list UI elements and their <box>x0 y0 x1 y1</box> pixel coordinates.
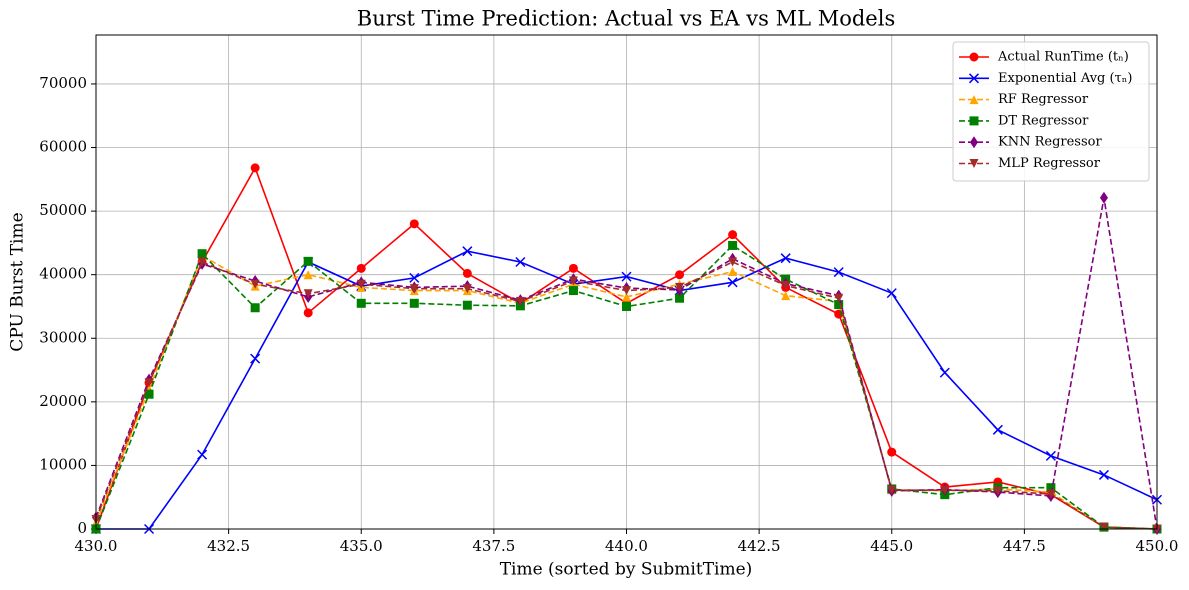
x-tick-label: 445.0 <box>870 537 913 555</box>
marker <box>622 301 631 311</box>
marker <box>781 280 791 290</box>
y-tick-label: 30000 <box>39 328 87 346</box>
marker <box>728 230 738 240</box>
marker <box>250 303 260 313</box>
marker <box>144 389 154 399</box>
marker <box>515 296 525 306</box>
marker <box>939 367 950 378</box>
marker <box>515 256 526 268</box>
marker <box>356 298 366 308</box>
marker <box>568 276 578 286</box>
marker <box>1098 469 1109 480</box>
marker <box>1046 489 1056 499</box>
marker <box>887 447 897 457</box>
marker <box>728 257 738 267</box>
marker <box>568 263 578 273</box>
marker <box>462 300 472 310</box>
plot-frame <box>95 34 1158 530</box>
y-tick-label: 50000 <box>39 201 87 219</box>
marker <box>940 485 950 495</box>
marker <box>833 267 844 278</box>
marker <box>409 219 419 229</box>
y-tick-label: 40000 <box>39 265 87 283</box>
legend-marker <box>969 95 979 105</box>
marker <box>781 291 791 301</box>
marker <box>675 270 685 280</box>
marker <box>1099 191 1108 204</box>
legend-marker <box>968 73 980 84</box>
x-tick-label: 432.5 <box>207 537 250 555</box>
marker <box>356 263 366 273</box>
x-axis-label: Time (sorted by SubmitTime) <box>500 560 753 580</box>
marker <box>409 298 419 308</box>
marker <box>780 253 791 264</box>
marker <box>1046 483 1056 493</box>
marker <box>622 292 631 302</box>
marker <box>356 279 366 289</box>
y-tick-label: 20000 <box>39 392 87 410</box>
y-tick-label: 70000 <box>39 74 87 92</box>
marker <box>727 277 738 288</box>
marker <box>728 267 738 277</box>
marker <box>250 163 260 173</box>
chart-title: Burst Time Prediction: Actual vs EA vs M… <box>357 7 895 31</box>
marker <box>409 272 420 283</box>
y-axis-label: CPU Burst Time <box>8 212 28 351</box>
marker <box>197 257 207 267</box>
marker <box>728 240 738 250</box>
y-tick-label: 10000 <box>39 455 87 473</box>
marker <box>568 286 578 296</box>
legend-label: MLP Regressor <box>998 156 1101 171</box>
marker <box>462 246 473 257</box>
marker <box>197 249 207 259</box>
legend-marker <box>969 116 979 126</box>
legend-box <box>952 41 1150 182</box>
legend-label: DT Regressor <box>998 113 1089 128</box>
marker <box>621 271 632 282</box>
legend-marker <box>969 52 979 62</box>
x-tick-label: 435.0 <box>340 537 383 555</box>
marker <box>1045 450 1056 461</box>
marker <box>1099 522 1109 532</box>
marker <box>834 293 844 303</box>
marker <box>303 270 313 280</box>
marker <box>675 282 685 292</box>
legend-label: KNN Regressor <box>998 135 1102 150</box>
marker <box>993 486 1003 496</box>
marker <box>303 256 313 266</box>
marker <box>622 286 631 296</box>
x-tick-label: 447.5 <box>1003 537 1046 555</box>
marker <box>144 378 154 388</box>
legend-marker <box>969 159 979 168</box>
marker <box>462 284 472 294</box>
marker <box>250 279 260 289</box>
marker <box>887 485 897 495</box>
legend-label: Actual RunTime (tₙ) <box>997 50 1129 65</box>
marker <box>886 288 897 299</box>
marker <box>462 268 472 278</box>
marker <box>992 424 1003 435</box>
marker <box>250 353 261 364</box>
y-tick-label: 60000 <box>39 138 87 156</box>
marker <box>197 449 208 460</box>
legend-label: RF Regressor <box>998 92 1089 107</box>
x-tick-label: 450.0 <box>1136 537 1179 555</box>
marker <box>834 300 844 310</box>
x-tick-label: 437.5 <box>472 537 515 555</box>
marker <box>675 293 685 303</box>
legend-marker <box>970 136 978 149</box>
y-tick-label: 0 <box>77 519 87 537</box>
x-tick-label: 430.0 <box>75 537 118 555</box>
marker <box>303 289 313 299</box>
x-tick-label: 442.5 <box>738 537 781 555</box>
legend-label: Exponential Avg (τₙ) <box>998 71 1132 86</box>
x-tick-label: 440.0 <box>605 537 648 555</box>
marker <box>409 284 419 294</box>
marker <box>303 308 313 318</box>
